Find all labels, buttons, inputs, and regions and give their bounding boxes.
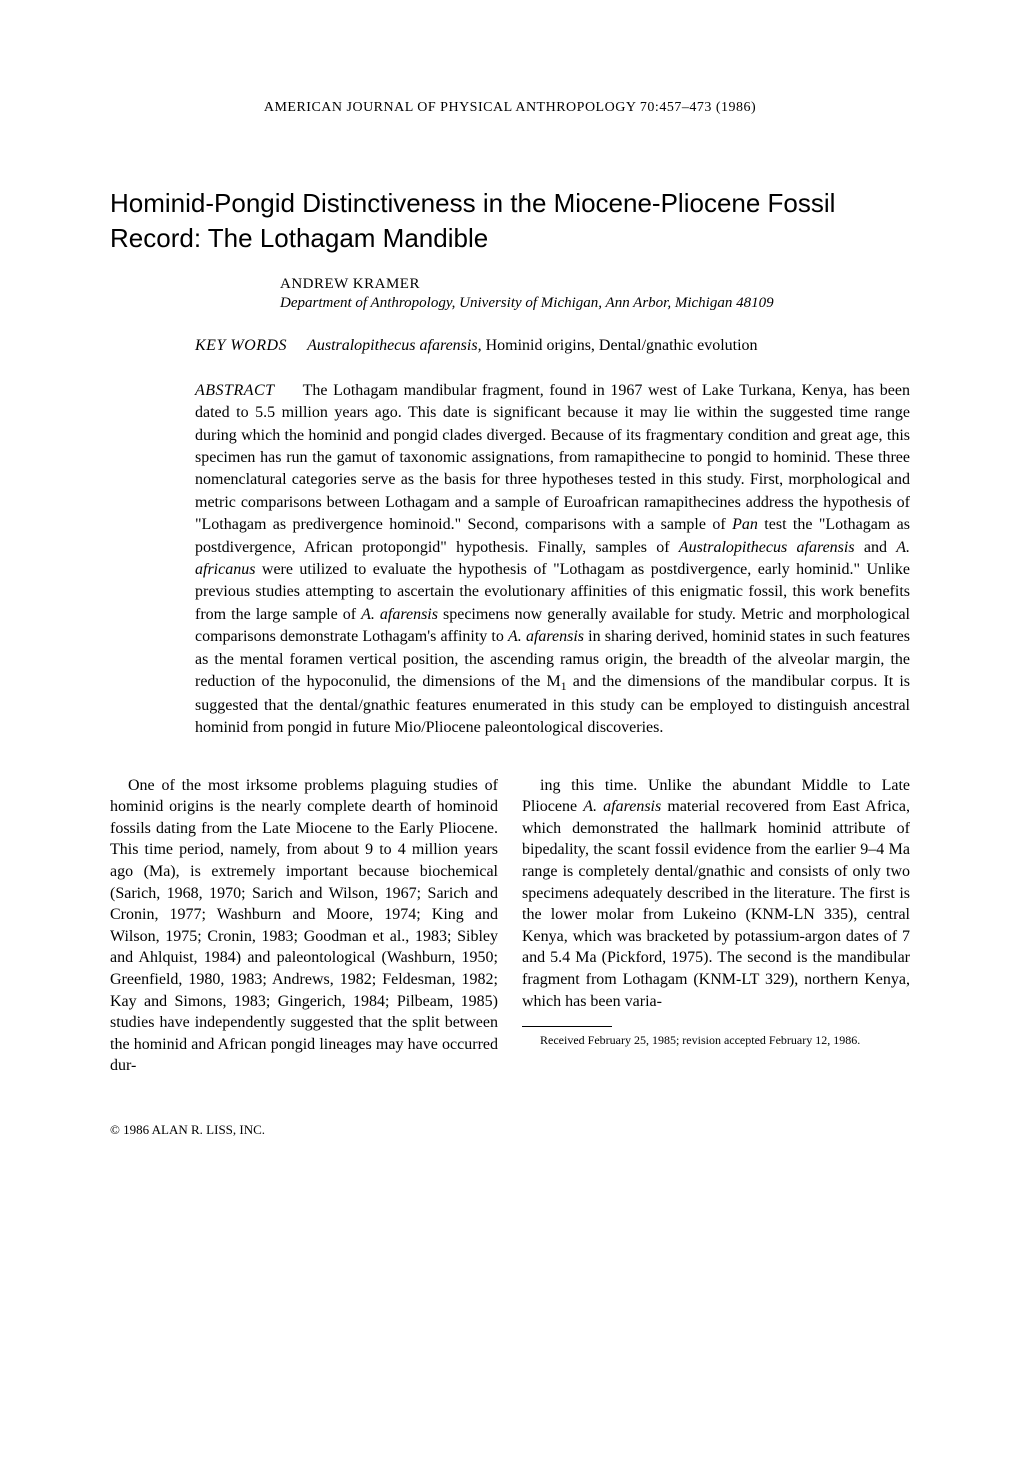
author-affiliation: Department of Anthropology, University o… bbox=[280, 293, 910, 313]
abstract-italic-5: A. afarensis bbox=[508, 628, 584, 645]
footnote: Received February 25, 1985; revision acc… bbox=[522, 1033, 910, 1049]
abstract-block: ABSTRACT The Lothagam mandibular fragmen… bbox=[195, 380, 910, 740]
author-block: ANDREW KRAMER Department of Anthropology… bbox=[280, 276, 910, 313]
footnote-separator bbox=[522, 1026, 612, 1027]
abstract-label: ABSTRACT bbox=[195, 382, 275, 399]
keywords-label: KEY WORDS bbox=[195, 337, 287, 354]
journal-header: AMERICAN JOURNAL OF PHYSICAL ANTHROPOLOG… bbox=[110, 100, 910, 116]
body-columns: One of the most irksome problems plaguin… bbox=[110, 775, 910, 1077]
col2-text-2: material recovered from East Africa, whi… bbox=[522, 798, 910, 1009]
author-name: ANDREW KRAMER bbox=[280, 276, 910, 293]
abstract-italic-2: Australopithecus afarensis bbox=[679, 539, 855, 556]
abstract-italic-1: Pan bbox=[732, 516, 758, 533]
abstract-text-3: and bbox=[855, 539, 897, 556]
abstract-italic-4: A. afarensis bbox=[361, 606, 438, 623]
abstract-text-1: The Lothagam mandibular fragment, found … bbox=[195, 382, 910, 533]
body-paragraph-left: One of the most irksome problems plaguin… bbox=[110, 775, 498, 1077]
article-title: Hominid-Pongid Distinctiveness in the Mi… bbox=[110, 186, 910, 256]
column-left: One of the most irksome problems plaguin… bbox=[110, 775, 498, 1077]
column-right: ing this time. Unlike the abundant Middl… bbox=[522, 775, 910, 1077]
keywords-italic-term: Australopithecus afarensis, bbox=[307, 337, 482, 354]
copyright: © 1986 ALAN R. LISS, INC. bbox=[110, 1122, 910, 1138]
col2-italic-1: A. afarensis bbox=[583, 798, 661, 815]
keywords-text: Hominid origins, Dental/gnathic evolutio… bbox=[482, 337, 758, 354]
body-paragraph-right: ing this time. Unlike the abundant Middl… bbox=[522, 775, 910, 1013]
keywords-block: KEY WORDS Australopithecus afarensis, Ho… bbox=[195, 335, 910, 357]
